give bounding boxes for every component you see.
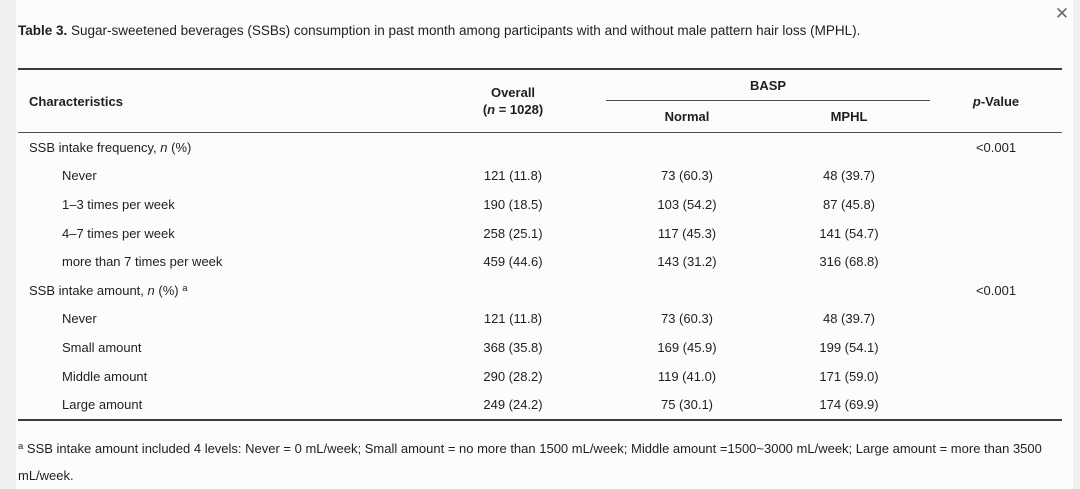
table-row: 4–7 times per week 258 (25.1) 117 (45.3) 14…: [18, 219, 1062, 248]
cell-mphl: 87 (45.8): [822, 196, 876, 212]
header-overall: Overall (n = 1028): [420, 70, 606, 132]
cell-mphl: 199 (54.1): [819, 339, 879, 355]
table-row: Small amount 368 (35.8) 169 (45.9) 199 (54.…: [18, 333, 1062, 362]
cell-characteristic: Never: [62, 168, 97, 184]
cell-characteristic: Never: [62, 311, 97, 327]
close-icon[interactable]: ✕: [1054, 4, 1070, 23]
cell-characteristic: Middle amount: [62, 368, 148, 384]
header-mphl: MPHL: [830, 109, 868, 124]
cell-overall: 249 (24.2): [483, 397, 543, 413]
table-footnote: a SSB intake amount included 4 levels: N…: [18, 440, 1042, 483]
cell-overall: 121 (11.8): [483, 311, 543, 327]
header-overall-line2: (n = 1028): [482, 102, 544, 117]
cell-characteristic: 1–3 times per week: [62, 196, 175, 212]
cell-characteristic: 4–7 times per week: [62, 225, 175, 241]
cell-mphl: 48 (39.7): [822, 168, 876, 184]
header-characteristics: Characteristics: [29, 93, 123, 109]
cell-characteristic: SSB intake amount, n (%) a: [29, 282, 188, 298]
cell-mphl: 141 (54.7): [819, 225, 879, 241]
table-caption-label: Table 3.: [18, 23, 68, 38]
table-row: Middle amount 290 (28.2) 119 (41.0) 171 (59…: [18, 362, 1062, 391]
table-header: Characteristics Overall (n = 1028) BASP …: [18, 68, 1062, 133]
table-row: Never 121 (11.8) 73 (60.3) 48 (39.7): [18, 305, 1062, 334]
table-caption: Table 3. Sugar-sweetened beverages (SSBs…: [18, 22, 1062, 40]
header-overall-line1: Overall: [490, 85, 536, 100]
header-basp-group: BASP Normal MPHL: [606, 70, 930, 132]
table-row: more than 7 times per week 459 (44.6) 143 …: [18, 247, 1062, 276]
header-pvalue: p -Value: [972, 93, 1020, 109]
table-row: Large amount 249 (24.2) 75 (30.1) 174 (69.9…: [18, 390, 1062, 419]
cell-normal: 169 (45.9): [657, 339, 717, 355]
cell-normal: 143 (31.2): [657, 254, 717, 270]
cell-pvalue: <0.001: [975, 282, 1017, 298]
cell-overall: 290 (28.2): [483, 368, 543, 384]
cell-characteristic: more than 7 times per week: [62, 254, 223, 270]
table-row: SSB intake frequency, n (%) <0.001: [18, 133, 1062, 162]
data-table: Characteristics Overall (n = 1028) BASP …: [18, 68, 1062, 421]
cell-mphl: 174 (69.9): [819, 397, 879, 413]
cell-overall: 459 (44.6): [483, 254, 543, 270]
cell-characteristic: SSB intake frequency, n (%): [29, 139, 192, 155]
cell-overall: 121 (11.8): [483, 168, 543, 184]
cell-normal: 119 (41.0): [657, 368, 717, 384]
cell-normal: 73 (60.3): [660, 168, 714, 184]
table-caption-text: Sugar-sweetened beverages (SSBs) consump…: [67, 23, 861, 38]
cell-overall: 368 (35.8): [483, 339, 543, 355]
cell-characteristic: Small amount: [62, 339, 142, 355]
header-normal: Normal: [664, 109, 710, 124]
cell-mphl: 316 (68.8): [819, 254, 879, 270]
table-row: Never 121 (11.8) 73 (60.3) 48 (39.7): [18, 162, 1062, 191]
cell-mphl: 171 (59.0): [819, 368, 879, 384]
cell-normal: 117 (45.3): [657, 225, 717, 241]
table-row: 1–3 times per week 190 (18.5) 103 (54.2) 87…: [18, 190, 1062, 219]
cell-pvalue: <0.001: [975, 139, 1017, 155]
cell-normal: 75 (30.1): [660, 397, 714, 413]
cell-normal: 73 (60.3): [660, 311, 714, 327]
cell-overall: 190 (18.5): [483, 196, 543, 212]
cell-normal: 103 (54.2): [657, 196, 717, 212]
table-row: SSB intake amount, n (%) a <0.001: [18, 276, 1062, 305]
cell-characteristic: Large amount: [62, 397, 143, 413]
content-card: Table 3. Sugar-sweetened beverages (SSBs…: [16, 0, 1073, 489]
table-body: SSB intake frequency, n (%) <0.001 Never 12…: [18, 133, 1062, 421]
header-basp: BASP: [606, 70, 930, 101]
cell-overall: 258 (25.1): [483, 225, 543, 241]
cell-mphl: 48 (39.7): [822, 311, 876, 327]
